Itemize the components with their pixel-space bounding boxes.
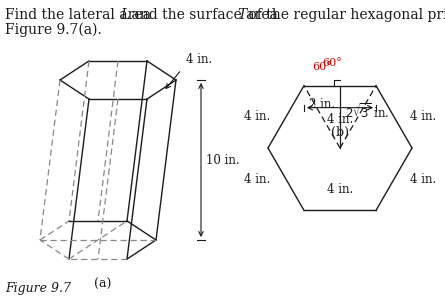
Text: Figure 9.7: Figure 9.7 xyxy=(5,282,71,295)
Text: 4 in.: 4 in. xyxy=(410,173,436,186)
Text: and the surface area: and the surface area xyxy=(127,8,282,22)
Text: 4 in.: 4 in. xyxy=(410,110,436,123)
Text: T: T xyxy=(237,8,246,22)
Text: Find the lateral area: Find the lateral area xyxy=(5,8,155,22)
Text: 4 in.: 4 in. xyxy=(327,113,353,126)
Text: (b): (b) xyxy=(331,126,349,139)
Text: 4 in.: 4 in. xyxy=(327,183,353,196)
Text: 4 in.: 4 in. xyxy=(244,173,270,186)
Text: L: L xyxy=(120,8,129,22)
Text: 60°: 60° xyxy=(312,62,332,72)
Text: 2 in.: 2 in. xyxy=(309,98,335,111)
Text: 4 in.: 4 in. xyxy=(186,53,212,66)
Text: $2\sqrt{3}$ in.: $2\sqrt{3}$ in. xyxy=(345,102,389,121)
Text: (a): (a) xyxy=(94,278,112,291)
Text: 60°: 60° xyxy=(322,58,342,68)
Text: of the regular hexagonal prism in: of the regular hexagonal prism in xyxy=(244,8,445,22)
Text: 4 in.: 4 in. xyxy=(244,110,270,123)
Text: 10 in.: 10 in. xyxy=(206,154,239,166)
Text: Figure 9.7(a).: Figure 9.7(a). xyxy=(5,23,102,37)
